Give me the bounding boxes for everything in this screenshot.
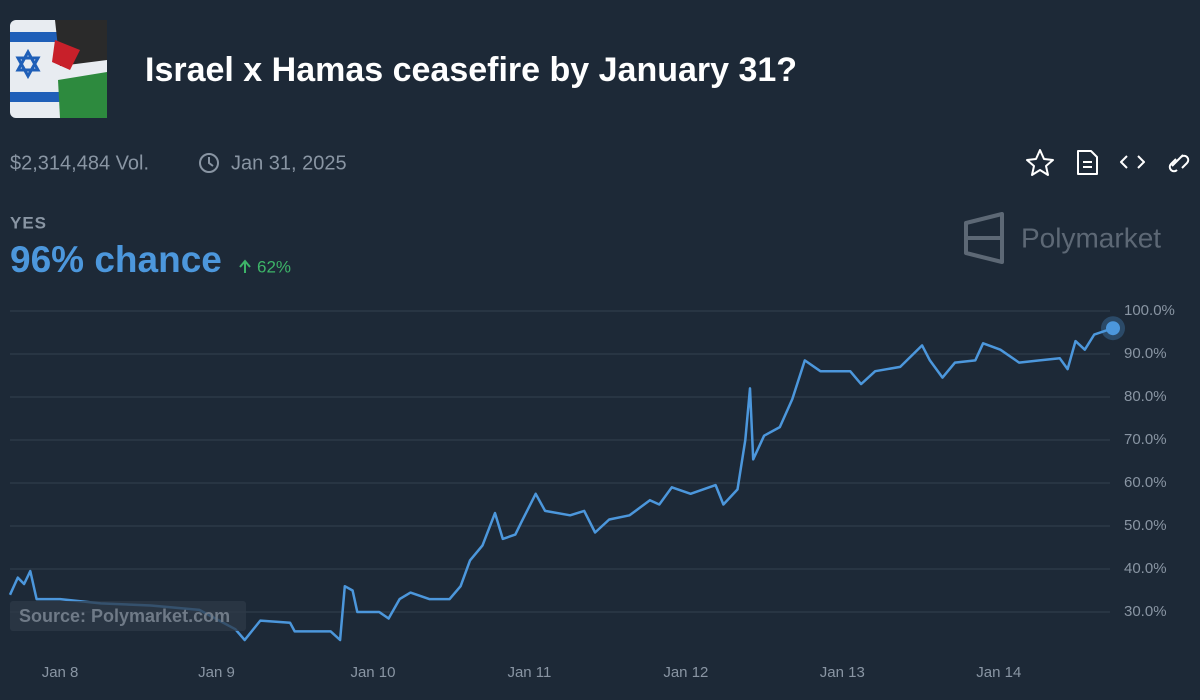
market-icon — [10, 20, 107, 118]
rules-button[interactable] — [1077, 150, 1098, 175]
y-tick-label: 50.0% — [1124, 517, 1167, 534]
price-line — [8, 327, 1114, 642]
bookmark-button[interactable] — [1026, 149, 1054, 176]
x-tick-label: Jan 8 — [42, 664, 79, 681]
x-tick-label: Jan 11 — [507, 664, 551, 681]
embed-button[interactable] — [1120, 155, 1145, 169]
y-tick-label: 30.0% — [1124, 603, 1167, 620]
volume: $2,314,484 Vol. — [10, 152, 149, 174]
source-note: Source: Polymarket.com — [19, 606, 230, 626]
x-tick-label: Jan 10 — [350, 664, 395, 681]
x-tick-label: Jan 13 — [820, 664, 865, 681]
brand-logo — [964, 212, 1004, 264]
y-tick-label: 100.0% — [1124, 302, 1175, 319]
outcome-label: YES — [10, 213, 47, 232]
y-tick-label: 60.0% — [1124, 474, 1167, 491]
y-tick-label: 70.0% — [1124, 431, 1167, 448]
chart: 30.0% 40.0% 50.0% 60.0% 70.0% 80.0% 90.0% 100.0… — [8, 302, 1175, 681]
y-tick-label: 80.0% — [1124, 388, 1167, 405]
x-tick-label: Jan 9 — [198, 664, 235, 681]
chance: 96% chance — [10, 239, 222, 280]
current-point — [1106, 321, 1120, 336]
y-tick-label: 90.0% — [1124, 345, 1167, 362]
change: 62% — [257, 257, 291, 276]
x-tick-label: Jan 14 — [976, 664, 1021, 681]
end-date: Jan 31, 2025 — [231, 152, 347, 174]
y-tick-label: 40.0% — [1124, 560, 1167, 577]
market-title: Israel x Hamas ceasefire by January 31? — [145, 51, 797, 89]
x-tick-label: Jan 12 — [663, 664, 708, 681]
copy-link-button[interactable] — [1168, 154, 1190, 173]
change-arrow — [239, 259, 251, 273]
source-box — [10, 601, 246, 631]
clock-icon — [199, 153, 219, 173]
brand-name: Polymarket — [1021, 222, 1161, 253]
